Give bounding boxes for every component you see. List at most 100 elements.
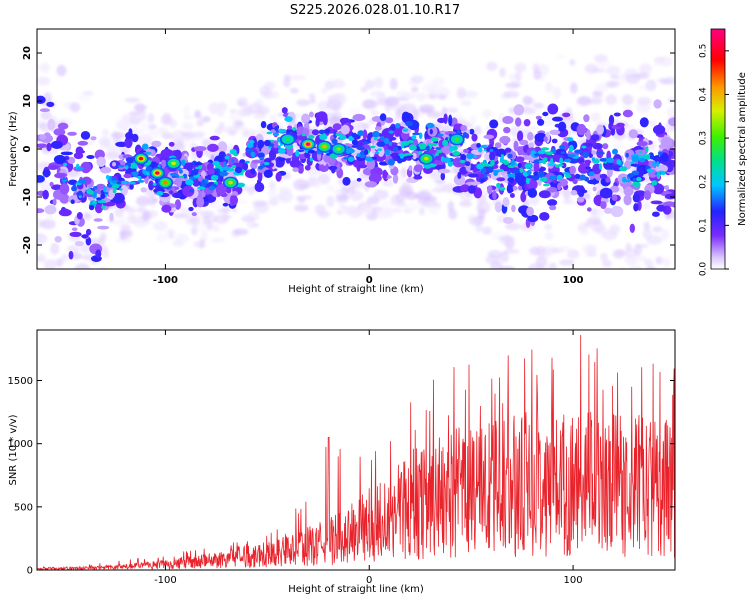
heat-cell [144,131,161,139]
heat-cell [499,186,506,191]
snr-x-ticks: -100 0 100 [154,330,583,586]
heat-cell [283,74,292,82]
heat-cell [199,238,206,249]
heat-cell [502,216,514,224]
heat-cell [551,154,564,159]
heatmap-hot-layer [133,133,465,189]
heat-cell [309,157,313,162]
heat-cell [37,76,50,86]
heat-cell [489,151,496,161]
heat-cell [612,148,618,155]
heat-cell [653,124,666,135]
heat-cell [664,76,675,85]
heat-cell [374,126,382,131]
heat-cell [314,178,321,190]
heat-cell [178,175,185,179]
heat-cell [592,186,597,192]
heat-cell [540,176,548,182]
heat-cell [503,161,510,166]
heat-cell [384,96,400,107]
heat-cell [596,124,604,135]
heat-cell [274,126,279,131]
heat-cell [579,174,586,181]
heat-cell [496,182,501,189]
heat-cell [364,79,375,90]
heat-cell [125,157,134,163]
heat-cell [252,223,260,228]
heat-cell [539,212,550,221]
heat-cell [295,150,300,157]
heat-cell [292,127,297,131]
heat-cell [201,179,207,187]
heat-cell [515,117,522,127]
heat-cell [208,185,216,191]
heat-cell [632,181,641,187]
heat-cell [182,115,194,120]
heat-cell [615,144,626,149]
heat-cell [514,170,522,182]
heat-cell [560,151,566,155]
heat-cell [214,168,221,172]
heat-cell [599,187,613,199]
heat-cell [74,263,90,269]
heat-cell [248,102,263,114]
heat-cell [365,156,373,162]
heat-cell [447,107,459,114]
heat-cell [380,135,385,141]
heat-cell [369,145,376,149]
heat-cell [654,56,666,63]
heat-cell [576,96,592,107]
heat-cell [525,177,531,185]
heat-cell [405,191,419,200]
heat-cell [590,112,601,122]
heatmap-x-label: Height of straight line (km) [288,284,424,295]
heat-cell [103,186,107,193]
heat-cell [466,153,475,160]
heat-cell [616,122,625,128]
heat-cell [42,169,51,178]
heat-cell [309,96,316,104]
heat-cell [380,200,393,211]
heat-cell [586,129,591,141]
heat-cell [331,92,347,105]
heat-cell [77,179,87,184]
heat-cell [544,223,553,231]
heat-cell [456,87,467,99]
y-tick-label: 0 [22,145,33,152]
heat-cell [404,153,413,156]
heat-cell [567,154,576,158]
heat-cell [453,174,465,186]
heat-cell [562,189,571,201]
heat-cell [456,130,461,134]
heat-cell [152,182,157,186]
heat-cell [463,90,478,99]
heat-cell [513,140,519,152]
heat-cell [210,174,219,181]
heat-cell [151,197,160,203]
heat-cell [434,164,444,170]
heat-cell [535,256,548,268]
heat-cell [549,129,561,135]
heat-cell [287,125,293,130]
heat-cell [67,131,77,136]
heat-cell [161,132,174,140]
heat-hotspot [424,156,429,161]
heat-cell [483,174,488,178]
heat-cell [278,128,284,133]
heat-cell [385,117,394,124]
heat-hotspot [155,171,160,175]
heat-cell [180,207,190,218]
heat-cell [156,190,164,196]
heat-cell [68,250,74,260]
heat-cell [460,154,467,161]
heat-cell [405,120,413,127]
heat-cell [623,194,632,206]
heat-cell [376,141,386,147]
heat-cell [412,132,421,136]
heat-cell [307,149,316,154]
heat-cell [515,156,525,163]
heat-cell [519,139,529,146]
heat-cell [72,183,77,190]
heat-cell [520,191,527,203]
heat-cell [119,229,133,236]
